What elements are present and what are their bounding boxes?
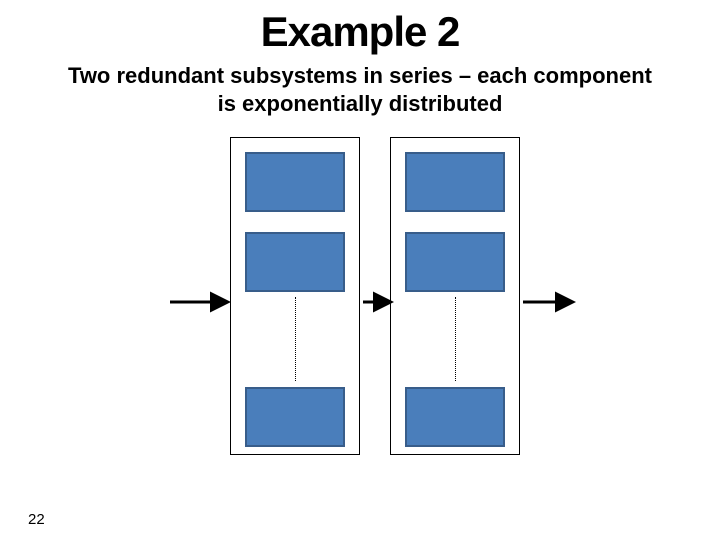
slide-title: Example 2: [0, 8, 720, 56]
reliability-diagram: [100, 137, 620, 467]
page-number: 22: [28, 511, 45, 528]
slide-subtitle: Two redundant subsystems in series – eac…: [0, 62, 720, 117]
arrows-layer: [100, 137, 620, 467]
